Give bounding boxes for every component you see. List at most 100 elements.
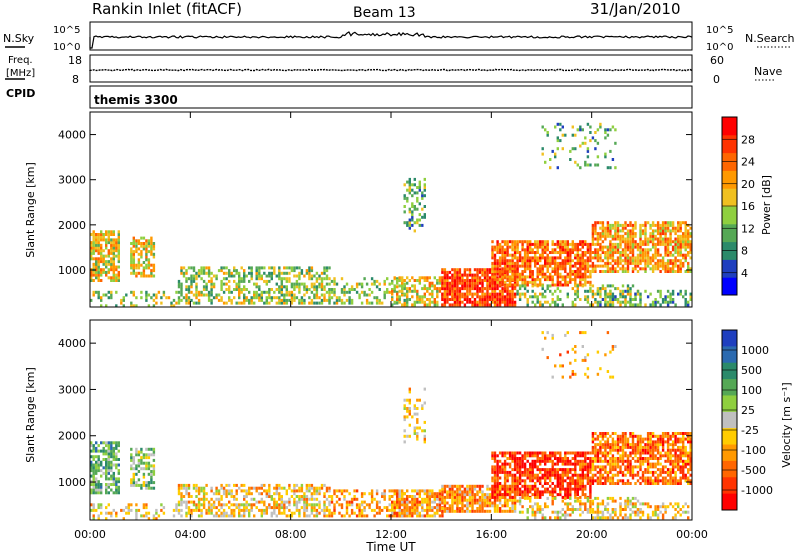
power-cell [579,166,582,170]
power-cell [498,261,502,265]
velocity-cell [323,511,326,515]
velocity-cell [591,440,595,444]
power-cell [671,226,675,230]
velocity-cell [190,511,193,515]
velocity-cell [564,459,567,463]
power-cell [621,259,625,263]
power-cell [468,287,472,291]
power-cell [456,273,459,277]
velocity-cell [566,493,569,497]
power-cell [551,275,554,279]
velocity-cell [187,506,191,510]
power-cell [145,247,148,251]
velocity-cell [621,443,625,447]
power-cell [684,298,687,301]
velocity-cell [609,462,612,466]
power-cell [539,280,542,284]
velocity-cell [534,462,537,466]
power-cell [491,287,494,291]
power-cell [664,234,667,238]
power-cell [689,270,692,273]
velocity-cell [360,492,364,496]
velocity-cell [453,509,457,513]
velocity-cell [491,493,494,497]
velocity-cell [498,498,502,502]
power-cell [325,269,329,273]
power-cell [222,282,226,286]
power-cell [350,288,354,291]
velocity-cell [416,489,419,493]
velocity-cell [506,504,509,508]
power-cell [606,264,610,268]
power-cell [468,268,472,272]
power-cell [152,266,156,270]
power-cell [330,296,334,300]
velocity-cell [604,457,607,460]
velocity-cell [117,491,120,495]
power-cell [679,267,682,271]
power-cell [511,253,514,257]
power-cell [614,226,617,230]
power-cell [343,288,346,291]
power-cell [243,288,246,291]
power-cell [536,300,539,304]
power-cell [576,259,579,263]
power-cell [433,298,436,301]
power-cell [574,272,577,276]
power-cell [687,242,690,246]
power-cell [177,298,181,302]
velocity-cell [370,492,374,496]
power-cell [636,303,640,307]
velocity-cell [97,466,100,470]
velocity-cell [305,489,309,493]
velocity-cell [228,500,231,504]
velocity-cell [594,473,597,477]
power-cell [586,256,590,260]
power-cell [584,275,587,279]
power-cell [448,281,452,285]
power-cell [549,284,552,288]
velocity-cell [478,487,482,491]
power-cell [616,261,620,265]
power-cell [571,133,574,137]
power-cell [431,300,434,304]
power-cell [92,270,95,274]
power-cell [401,276,404,280]
power-cell [541,292,544,296]
power-cell [511,256,514,260]
power-cell [498,268,502,272]
power-cell [611,267,615,271]
power-cell [496,248,499,252]
velocity-cell [97,469,100,473]
power-cell [180,271,183,275]
velocity-cell [350,500,354,504]
power-cell [177,296,181,300]
velocity-cell [513,484,517,488]
power-cell [280,301,283,305]
velocity-cell [619,470,622,474]
velocity-cell [594,468,597,472]
power-cell [629,289,632,293]
velocity-cell [273,503,276,507]
power-cell [619,251,622,254]
power-cell [318,277,321,281]
power-cell [273,296,276,300]
power-colorbar-tick: 8 [741,245,748,258]
velocity-cell [280,495,283,498]
power-cell [185,288,188,291]
power-colorbar-cell [722,206,737,225]
velocity-cell [634,482,637,485]
velocity-cell [594,454,597,458]
velocity-cell [391,503,394,507]
power-cell [639,298,642,301]
power-cell [293,266,296,270]
velocity-cell [629,451,632,455]
power-cell [270,296,273,300]
velocity-cell [416,500,419,504]
power-cell [591,292,595,296]
power-cell [576,248,579,252]
power-cell [624,223,627,227]
power-cell [534,280,537,284]
velocity-cell [396,492,399,496]
power-cell [137,247,141,251]
